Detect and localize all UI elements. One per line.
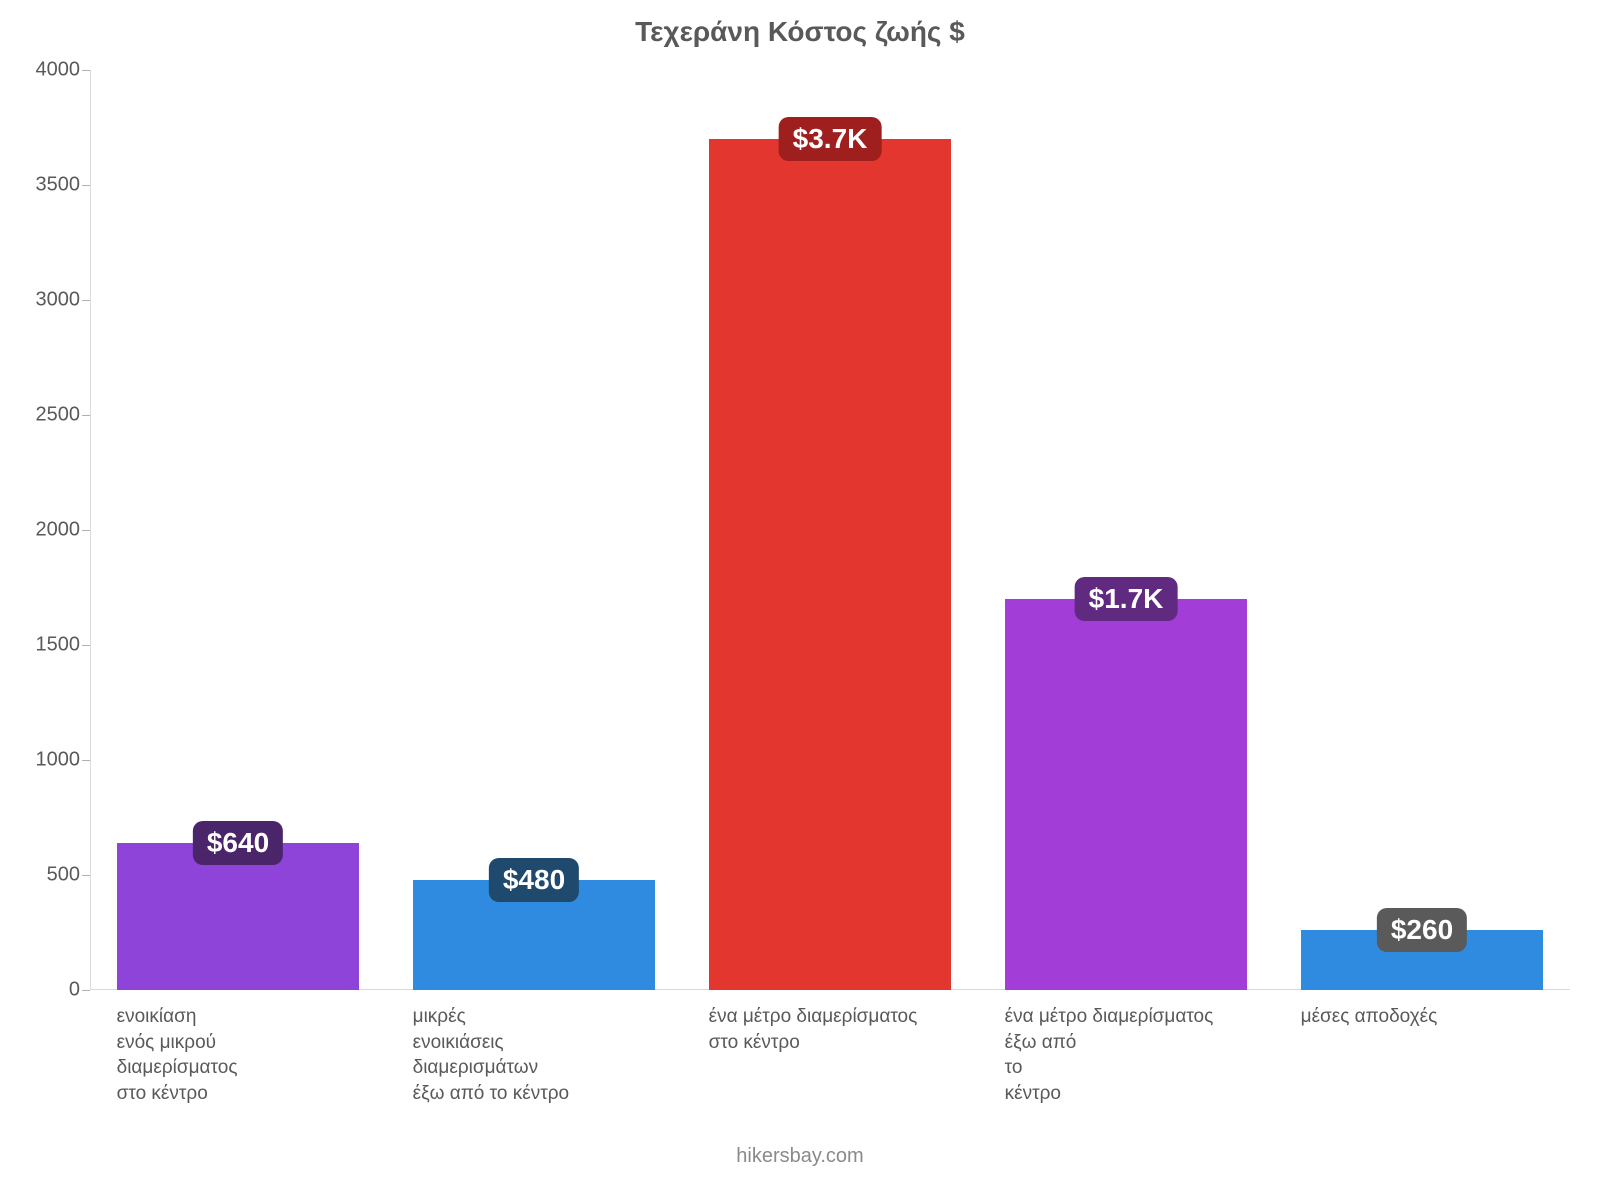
ytick-label: 4000 — [36, 59, 91, 82]
ytick-label: 500 — [47, 864, 90, 887]
y-axis-line — [90, 70, 91, 990]
ytick-label: 1000 — [36, 749, 91, 772]
xtick-label-bar2: μικρέςενοικιάσειςδιαμερισμάτωνέξω από το… — [413, 990, 709, 1107]
bar-value-bar1: $640 — [193, 821, 283, 865]
ytick-label: 3000 — [36, 289, 91, 312]
chart-title: Τεχεράνη Κόστος ζωής $ — [0, 16, 1600, 48]
bar-value-bar2: $480 — [489, 858, 579, 902]
xtick-label-bar1: ενοικίασηενός μικρούδιαμερίσματοςστο κέν… — [117, 990, 413, 1107]
ytick-label: 0 — [69, 979, 90, 1002]
bar-value-bar3: $3.7K — [779, 117, 882, 161]
xtick-label-bar4: ένα μέτρο διαμερίσματοςέξω απότοκέντρο — [1005, 990, 1301, 1107]
ytick-label: 3500 — [36, 174, 91, 197]
chart-container: Τεχεράνη Κόστος ζωής $ 05001000150020002… — [0, 0, 1600, 1200]
bar-value-bar5: $260 — [1377, 908, 1467, 952]
bar-bar1 — [117, 843, 360, 990]
xtick-label-bar3: ένα μέτρο διαμερίσματοςστο κέντρο — [709, 990, 1005, 1055]
plot-area: 05001000150020002500300035004000$640ενοι… — [90, 70, 1570, 990]
bar-bar3 — [709, 139, 952, 990]
ytick-label: 2000 — [36, 519, 91, 542]
credit-text: hikersbay.com — [0, 1145, 1600, 1168]
xtick-label-bar5: μέσες αποδοχές — [1301, 990, 1597, 1030]
bar-value-bar4: $1.7K — [1075, 577, 1178, 621]
ytick-label: 2500 — [36, 404, 91, 427]
bar-bar4 — [1005, 599, 1248, 990]
ytick-label: 1500 — [36, 634, 91, 657]
